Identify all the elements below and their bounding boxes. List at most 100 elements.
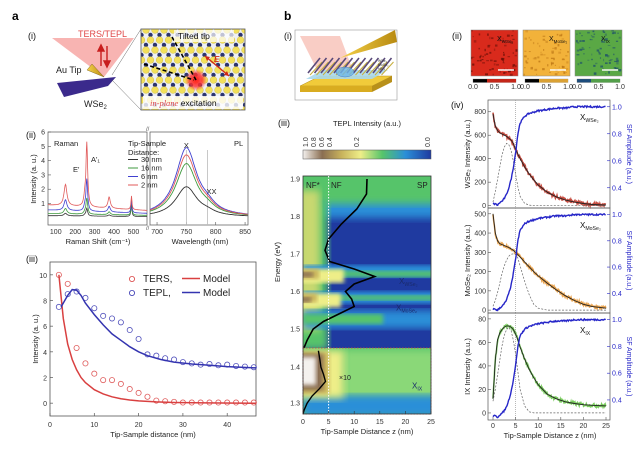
curve-label: XWSe₂	[580, 113, 599, 124]
map-texture	[593, 64, 596, 67]
map-texture	[604, 62, 608, 65]
selenium-atom	[164, 56, 173, 64]
colorbar-tick-label: 0.0	[520, 84, 530, 91]
region-label-sp: SP	[417, 181, 428, 190]
heatmap-intensity-region	[303, 297, 311, 303]
selenium-atom	[241, 46, 245, 54]
label-subscript: IX	[585, 331, 590, 337]
data-point	[250, 364, 257, 371]
tungsten-atom	[215, 82, 221, 88]
lattice-bond	[250, 80, 255, 85]
map-texture	[550, 57, 554, 60]
map-texture	[528, 51, 531, 53]
map-texture	[528, 36, 530, 39]
map-texture	[484, 48, 486, 52]
map-texture	[504, 44, 507, 47]
y-tick-label: 5	[41, 144, 45, 151]
y-tick-label: 300	[474, 250, 486, 257]
map-texture	[486, 60, 489, 62]
wse2-lattice-row	[333, 57, 347, 74]
map-texture	[499, 70, 501, 73]
x-tick-label: 750	[181, 229, 193, 236]
selenium-atom	[141, 56, 146, 64]
selenium-atom	[146, 36, 155, 44]
map-colorbar-fill	[539, 79, 568, 83]
panel-label: (iii)	[26, 254, 38, 264]
map-texture	[561, 38, 565, 40]
fit-curve	[492, 213, 607, 309]
tungsten-atom	[175, 113, 179, 117]
selenium-atom	[134, 87, 141, 94]
selenium-atom	[205, 66, 213, 74]
selenium-atom	[227, 76, 236, 84]
y-tick-label: 6	[43, 324, 47, 331]
tungsten-atom	[161, 42, 167, 48]
selenium-atom	[142, 66, 150, 74]
selenium-atom	[178, 66, 186, 74]
tungsten-atom	[229, 52, 234, 58]
map-texture	[543, 49, 545, 51]
selenium-atom	[205, 46, 213, 54]
colorbar-tick-label: 0.0	[572, 84, 582, 91]
tungsten-atom	[188, 42, 194, 48]
y-axis-label: WSe₂ Intensity (a.u.)	[463, 119, 472, 188]
pl-peak-label: X	[184, 141, 189, 150]
map-texture	[509, 73, 513, 76]
map-texture	[589, 38, 591, 41]
x-axis-label: Tip-Sample distance (nm)	[110, 430, 196, 439]
y-tick-label: 1.5	[290, 327, 300, 334]
region-label-nf-star: NF*	[306, 181, 320, 190]
map-texture	[500, 57, 504, 61]
tungsten-atom	[224, 82, 230, 88]
y-tick-label: 1.4	[290, 365, 300, 372]
map-texture	[605, 73, 607, 75]
map-texture	[485, 73, 489, 76]
selenium-atom	[241, 29, 245, 34]
map-colorbar-fill	[591, 79, 620, 83]
data-point	[250, 399, 257, 406]
colorbar-title: TEPL Intensity (a.u.)	[333, 119, 402, 128]
tip-projection	[143, 63, 195, 81]
heatmap-intensity-region	[303, 395, 431, 414]
map-texture	[472, 63, 475, 66]
tungsten-atom	[161, 82, 167, 88]
right-y-tick-label: 0.6	[612, 265, 622, 272]
lattice-bond	[250, 60, 255, 65]
map-texture	[482, 55, 485, 58]
map-texture	[503, 72, 506, 74]
data-point	[82, 294, 89, 301]
map-texture	[471, 56, 475, 58]
map-texture	[493, 48, 496, 51]
map-texture	[542, 35, 546, 37]
data-point	[215, 399, 222, 406]
colorbar-tick-label: 0.6	[319, 137, 326, 147]
x-tick-label: 800	[210, 229, 222, 236]
map-texture	[478, 33, 481, 36]
map-texture	[534, 57, 537, 60]
map-texture	[614, 67, 617, 70]
tungsten-atom	[202, 113, 206, 117]
lattice-bond	[244, 30, 245, 31]
mose2-lattice-row	[368, 61, 381, 76]
selenium-atom	[169, 46, 177, 54]
wse2-lattice-row	[326, 57, 341, 74]
map-texture	[577, 41, 580, 44]
panel-label: (ii)	[26, 130, 36, 140]
map-texture	[595, 62, 598, 65]
lattice-bond	[191, 109, 192, 110]
right-y-tick-label: 1.0	[612, 212, 622, 219]
selenium-atom	[187, 46, 195, 54]
map-texture	[489, 51, 492, 54]
tungsten-atom	[220, 113, 224, 117]
map-texture	[605, 54, 608, 57]
map-texture	[530, 39, 532, 41]
tungsten-atom	[141, 72, 144, 78]
sf-amplitude-curve	[492, 317, 607, 419]
x-tick-label: 0	[301, 419, 305, 426]
tungsten-atom	[157, 32, 162, 38]
plot-frame	[302, 175, 432, 415]
x-tick-label: 10	[90, 422, 98, 429]
heatmap-intensity-region	[303, 295, 431, 301]
map-texture	[565, 72, 567, 74]
